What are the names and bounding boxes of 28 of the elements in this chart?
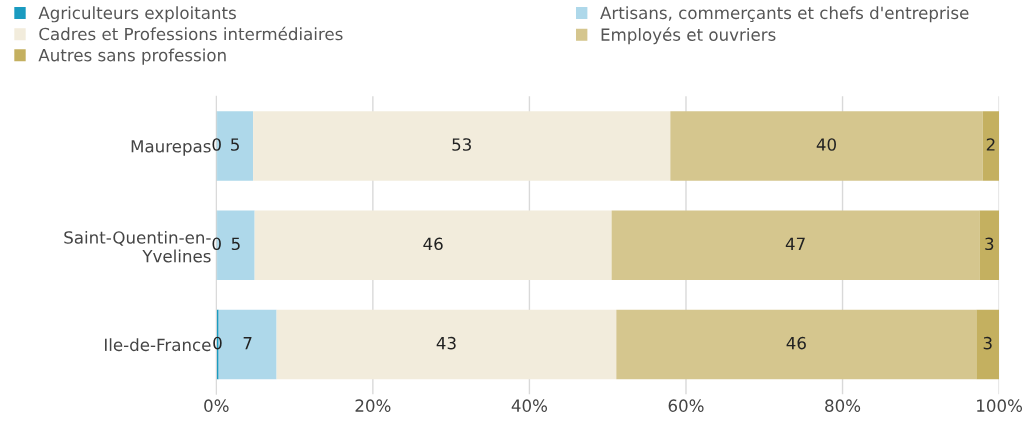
x-tick-label: 20% bbox=[355, 399, 391, 412]
x-tick-label: 80% bbox=[825, 399, 861, 412]
data-label: 5 bbox=[231, 138, 239, 151]
y-tick-label: Ile-de-France bbox=[104, 338, 211, 352]
data-label: 0 bbox=[212, 138, 221, 151]
data-label: 53 bbox=[452, 138, 471, 151]
data-label: 2 bbox=[986, 138, 995, 151]
x-tick-label: 100% bbox=[977, 399, 1022, 412]
y-tick-label: Saint-Quentin-en- Yvelines bbox=[64, 230, 211, 263]
data-label: 7 bbox=[243, 337, 252, 350]
legend-label: Agriculteurs exploitants bbox=[38, 6, 236, 23]
x-tick-label: 0% bbox=[204, 399, 229, 412]
x-tick-label: 40% bbox=[511, 399, 548, 412]
data-label: 0 bbox=[212, 237, 221, 251]
data-label: 3 bbox=[985, 237, 994, 251]
y-tick-label: Maurepas bbox=[131, 140, 211, 156]
data-label: 43 bbox=[436, 336, 456, 350]
data-label: 47 bbox=[785, 237, 805, 250]
data-label: 40 bbox=[816, 138, 836, 151]
legend-label: Employés et ouvriers bbox=[601, 27, 776, 45]
legend-label: Cadres et Professions intermédiaires bbox=[39, 26, 343, 41]
data-label: 46 bbox=[786, 336, 806, 350]
data-label: 3 bbox=[983, 336, 992, 350]
data-label: 5 bbox=[231, 237, 240, 251]
legend-label: Autres sans profession bbox=[38, 48, 226, 65]
x-tick-label: 60% bbox=[668, 399, 704, 412]
legend-label: Artisans, commerçants et chefs d'entreprise bbox=[600, 6, 969, 23]
data-label: 46 bbox=[423, 237, 443, 251]
